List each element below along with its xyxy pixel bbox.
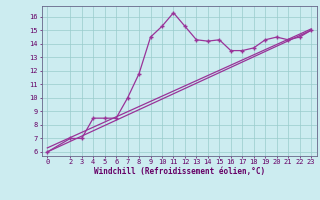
X-axis label: Windchill (Refroidissement éolien,°C): Windchill (Refroidissement éolien,°C)	[94, 167, 265, 176]
